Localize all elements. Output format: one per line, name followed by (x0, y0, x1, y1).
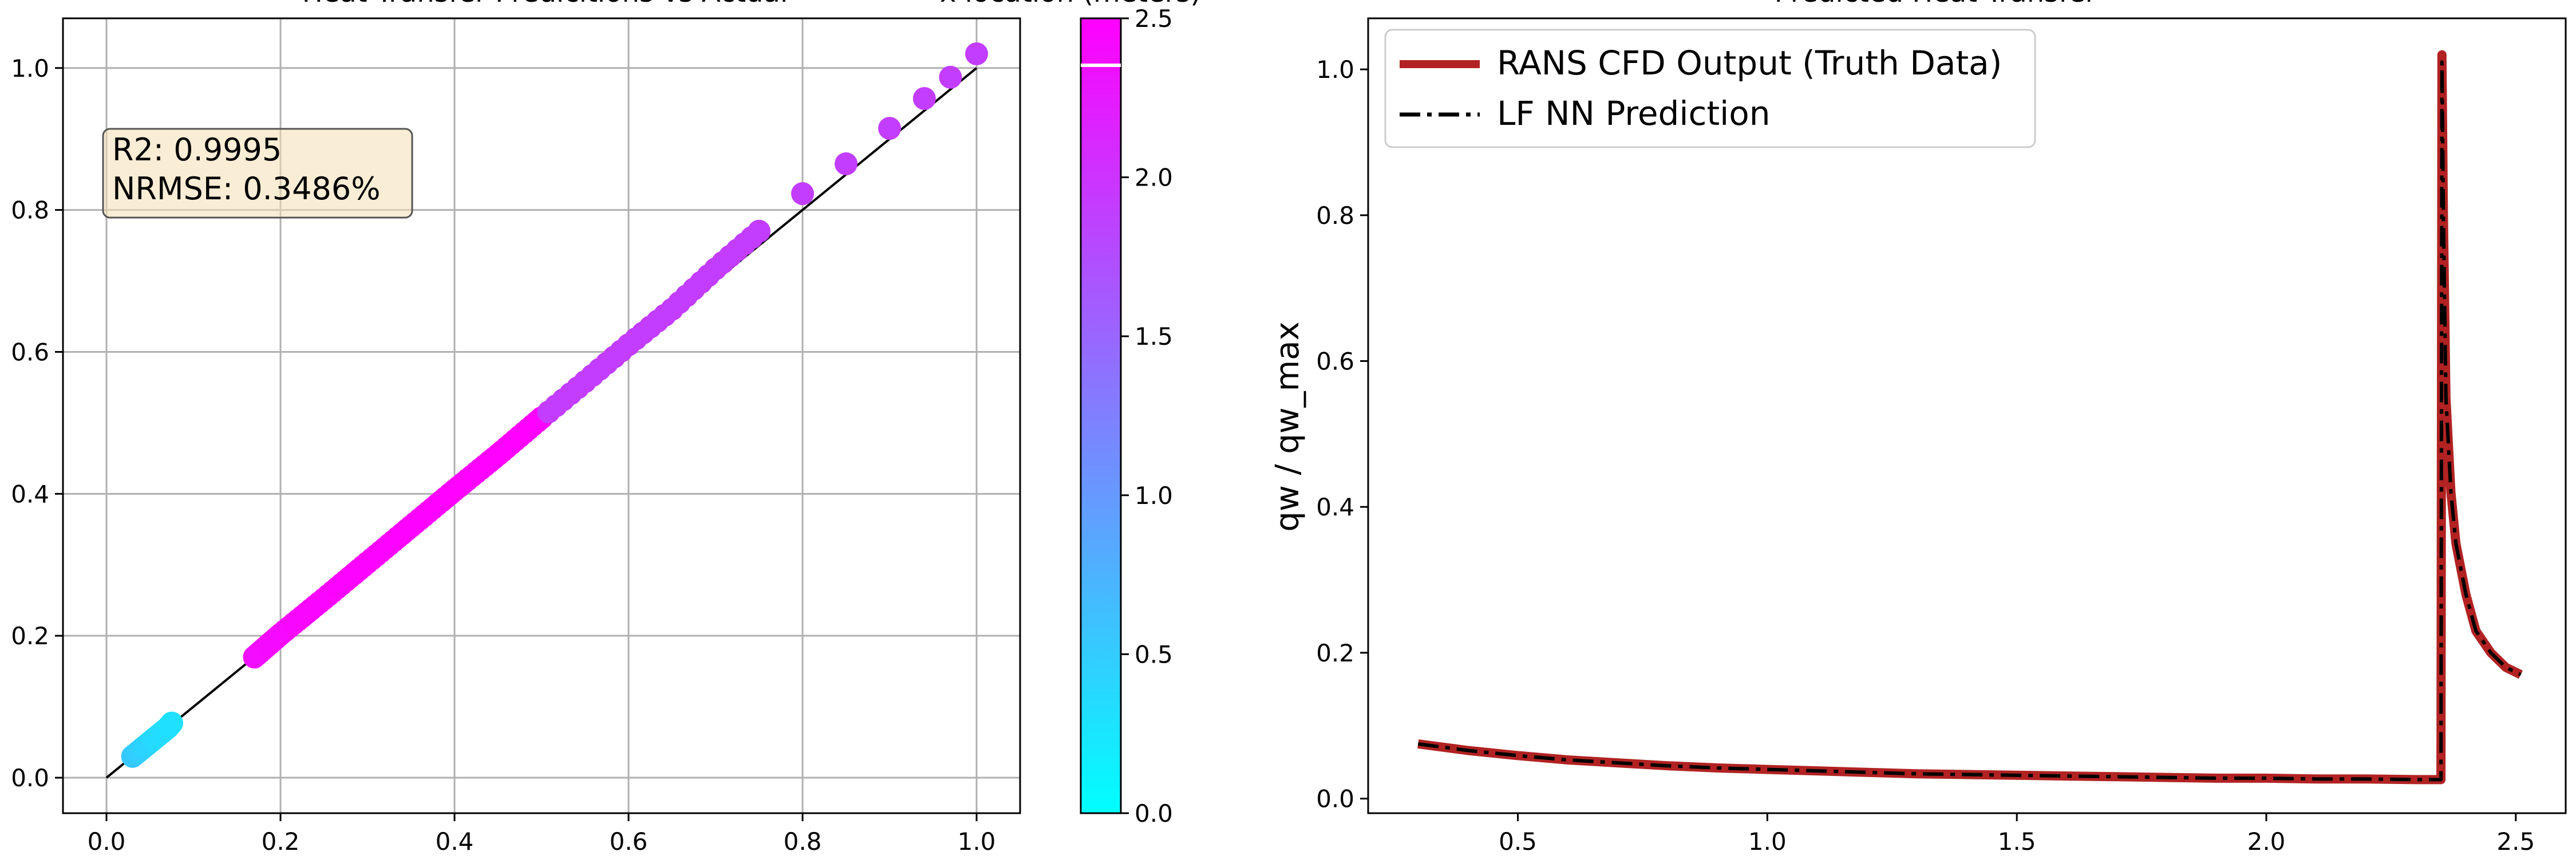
colorbar-tick-label-4: 2.0 (1135, 164, 1173, 192)
right-y-axis-label: qw / qw_max (1269, 321, 1306, 531)
right-ytick-label-4: 0.8 (1316, 202, 1354, 230)
scatter-point-23 (939, 65, 962, 89)
colorbar-tick-label-1: 0.5 (1135, 640, 1173, 668)
right-xtick-label-1: 1.0 (1748, 828, 1787, 856)
left-xtick-label-3: 0.6 (610, 828, 648, 856)
scatter-points (121, 42, 988, 768)
legend: RANS CFD Output (Truth Data) LF NN Predi… (1384, 29, 2036, 148)
stats-box: R2: 0.9995 NRMSE: 0.3486% (102, 128, 413, 219)
left-chart-title: Heat Transfer Predicitions vs Actual (302, 0, 788, 9)
legend-frame (1384, 29, 2036, 148)
scatter-point-21 (878, 117, 901, 140)
colorbar-ticks: 0.0 0.5 1.0 1.5 2.0 2.5 (1121, 5, 1173, 828)
right-xtick-label-3: 2.0 (2247, 828, 2286, 856)
right-xtick-label-0: 0.5 (1499, 828, 1537, 856)
left-axes-frame (62, 17, 1021, 814)
legend-label-truth: RANS CFD Output (Truth Data) (1497, 44, 2002, 82)
right-panel: Predicted Heat Transfer qw / qw_max 0.5 1… (1269, 0, 2567, 856)
scatter-point-20 (835, 152, 858, 176)
series-line-1 (1417, 60, 2522, 782)
left-ytick-label-4: 0.8 (11, 196, 49, 224)
series-line-0 (1417, 50, 2523, 785)
stats-r2: R2: 0.9995 (112, 132, 282, 168)
left-y-ticks: 0.0 0.2 0.4 0.6 0.8 1.0 (11, 54, 63, 792)
legend-label-prediction: LF NN Prediction (1497, 94, 1770, 133)
left-ytick-label-2: 0.4 (11, 480, 49, 508)
left-ytick-label-1: 0.2 (11, 622, 49, 650)
colorbar-label: x location (meters) (940, 0, 1201, 9)
left-panel: Heat Transfer Predicitions vs Actual 0.0… (11, 0, 1021, 856)
stats-box-background (102, 128, 413, 219)
left-xtick-label-4: 0.8 (784, 828, 822, 856)
scatter-point-fill-17-5 (740, 226, 764, 249)
right-ytick-label-3: 0.6 (1316, 347, 1354, 375)
colorbar: x location (meters) 0.0 0.5 1.0 1.5 2.0 2.5 (940, 0, 1201, 828)
right-ytick-label-2: 0.4 (1316, 493, 1354, 521)
right-axes-frame (1367, 17, 2567, 814)
left-x-ticks: 0.0 0.2 0.4 0.6 0.8 1.0 (88, 813, 996, 856)
right-xtick-label-2: 1.5 (1998, 828, 2036, 856)
right-ytick-label-5: 1.0 (1316, 56, 1354, 84)
right-series-lines (1417, 50, 2523, 785)
scatter-point-19 (791, 182, 814, 206)
scatter-point-fill-4-2 (159, 713, 182, 736)
right-chart-title: Predicted Heat Transfer (1775, 0, 2097, 9)
stats-nrmse: NRMSE: 0.3486% (112, 171, 381, 207)
left-ytick-label-5: 1.0 (11, 54, 49, 82)
left-xtick-label-5: 1.0 (958, 828, 996, 856)
left-ytick-label-0: 0.0 (11, 764, 49, 792)
left-xtick-label-1: 0.2 (262, 828, 300, 856)
colorbar-tick-label-5: 2.5 (1135, 5, 1173, 33)
right-ytick-label-0: 0.0 (1316, 785, 1354, 813)
right-x-ticks: 0.5 1.0 1.5 2.0 2.5 (1499, 813, 2535, 856)
scatter-point-22 (912, 87, 936, 111)
colorbar-gradient (1080, 17, 1122, 814)
colorbar-tick-label-0: 0.0 (1135, 799, 1173, 828)
scatter-point-24 (965, 42, 988, 65)
colorbar-tick-label-2: 1.0 (1135, 482, 1173, 510)
right-xtick-label-4: 2.5 (2496, 828, 2535, 856)
left-xtick-label-0: 0.0 (88, 828, 126, 856)
right-y-ticks: 0.0 0.2 0.4 0.6 0.8 1.0 (1316, 56, 1368, 813)
left-ytick-label-3: 0.6 (11, 338, 49, 366)
colorbar-tick-label-3: 1.5 (1135, 322, 1173, 350)
right-ytick-label-1: 0.2 (1316, 639, 1354, 667)
left-xtick-label-2: 0.4 (436, 828, 474, 856)
